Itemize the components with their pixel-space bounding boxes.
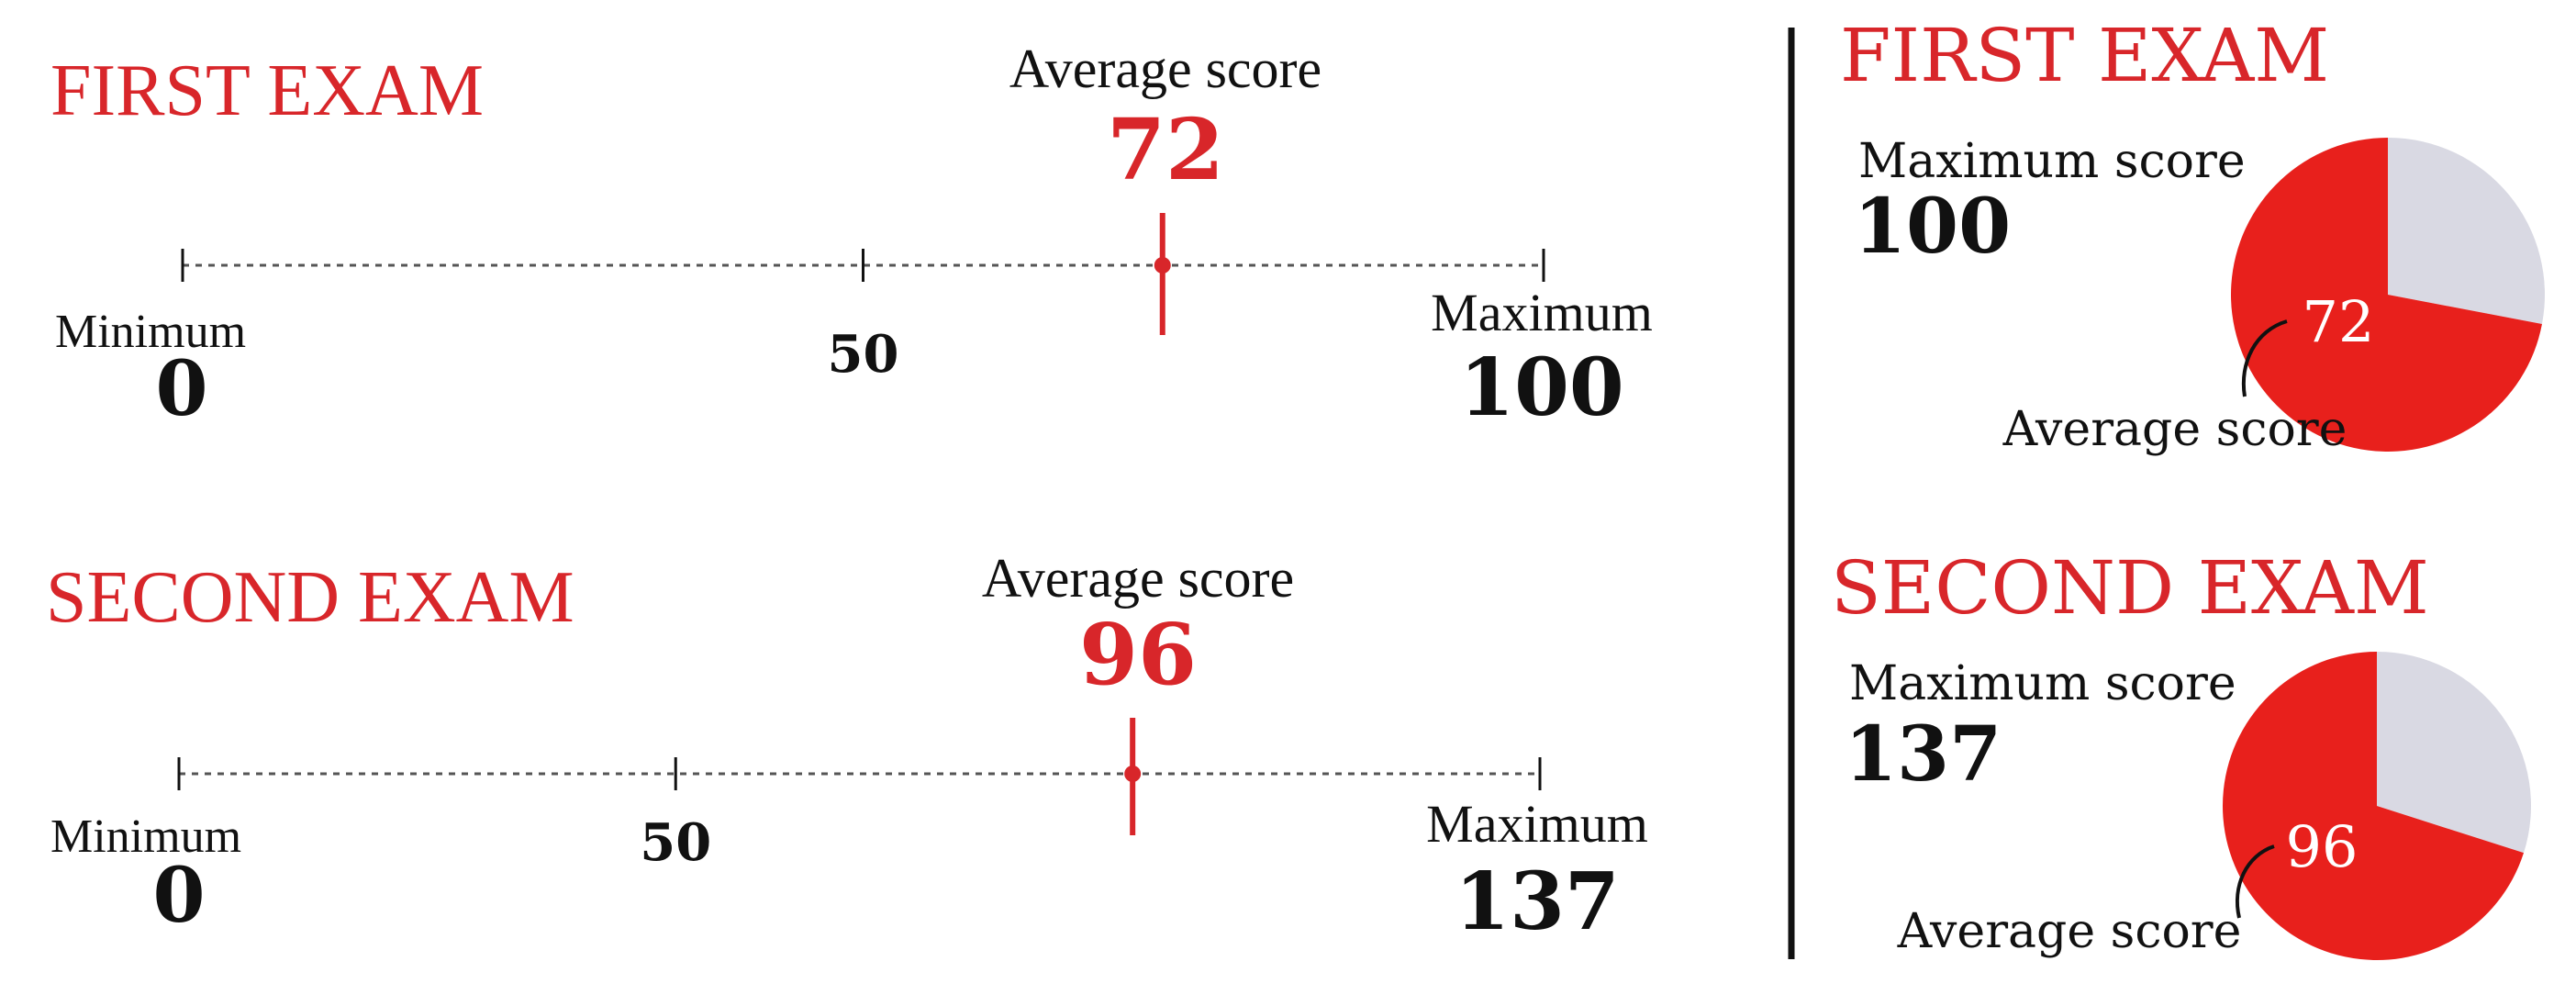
pie-slice-average (2231, 138, 2542, 452)
chart-title: SECOND EXAM (46, 557, 574, 638)
max-value: 137 (1845, 710, 2002, 799)
min-label: Minimum (55, 306, 246, 358)
max-value: 100 (1854, 183, 2011, 271)
max-label: Maximum score (1849, 656, 2236, 711)
number-line-first-exam: FIRST EXAM Average score 72 Minimum 0 50… (50, 39, 1653, 434)
max-value: 100 (1459, 341, 1624, 434)
pie-slices (2231, 138, 2546, 452)
pie-average-value: 96 (2286, 813, 2359, 880)
average-label: Average score (1009, 39, 1321, 99)
pie-slice-remainder (2377, 652, 2532, 854)
axis-marks (181, 213, 1545, 335)
average-marker-dot (1154, 257, 1171, 274)
min-label: Minimum (50, 810, 241, 863)
pie-average-label: Average score (1897, 904, 2242, 959)
pie-second-exam: SECOND EXAM Maximum score 137 96 Average… (1831, 545, 2532, 960)
chart-title: SECOND EXAM (1831, 545, 2429, 631)
max-label: Maximum (1431, 283, 1653, 342)
min-value: 0 (155, 345, 207, 433)
pie-slice-average (2223, 652, 2525, 960)
mid-tick-label: 50 (828, 324, 899, 385)
pie-average-label: Average score (2002, 402, 2347, 457)
leader-line (2241, 319, 2288, 397)
max-label: Maximum score (1858, 134, 2246, 189)
pie-average-value: 72 (2303, 288, 2375, 355)
axis-marks (177, 718, 1542, 835)
average-value: 96 (1079, 605, 1197, 704)
pie-slices (2223, 652, 2532, 960)
chart-title: FIRST EXAM (1840, 13, 2329, 98)
average-value: 72 (1107, 100, 1224, 199)
average-marker-dot (1124, 766, 1142, 782)
pie-slice-remainder (2388, 138, 2546, 325)
max-value: 137 (1455, 855, 1620, 948)
mid-tick-label: 50 (640, 812, 711, 873)
chart-title: FIRST EXAM (50, 50, 484, 131)
average-label: Average score (982, 548, 1294, 609)
pie-first-exam: FIRST EXAM Maximum score 100 72 Average … (1840, 13, 2546, 457)
number-line-second-exam: SECOND EXAM Average score 96 Minimum 0 5… (46, 548, 1648, 948)
max-label: Maximum (1426, 794, 1648, 854)
min-value: 0 (152, 852, 205, 940)
leader-line (2235, 844, 2275, 919)
